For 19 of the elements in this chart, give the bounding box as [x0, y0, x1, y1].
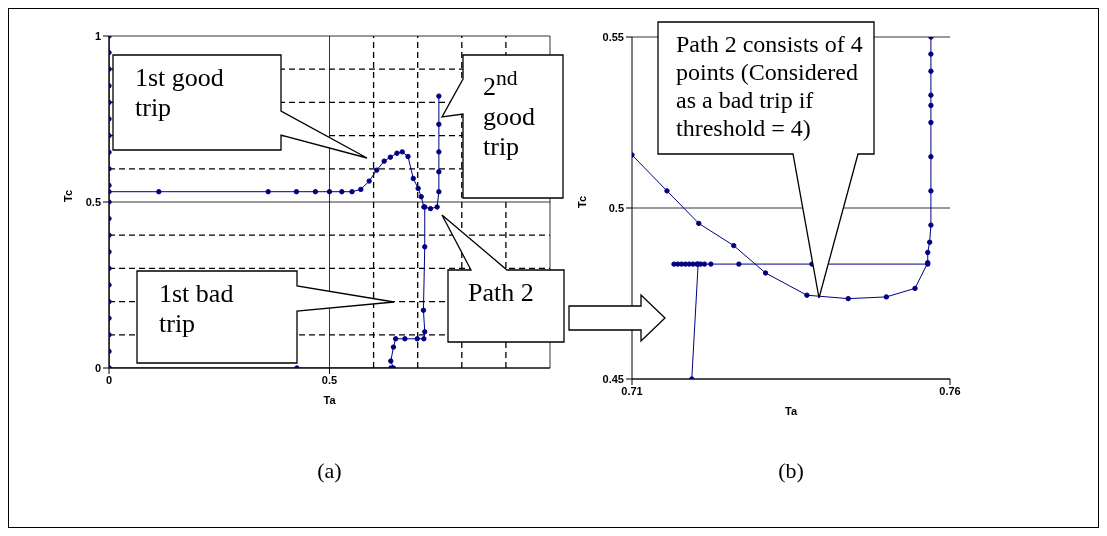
- annotation: Path 2: [468, 278, 535, 308]
- y-tick-label: 0.55: [602, 30, 624, 43]
- x-axis-title: Ta: [784, 405, 798, 417]
- annotation: 1st bad trip: [159, 279, 235, 339]
- y-axis-title: Tc: [61, 189, 74, 202]
- annotation: Path 2 consists of 4 points (Considered as a bad trip if threshold = 4): [676, 30, 864, 142]
- x-tick-label: 0.71: [621, 384, 643, 397]
- y-tick-label: 1: [94, 29, 101, 42]
- annotation: 2$^{nd}$ good trip: [483, 65, 536, 162]
- x-tick-label: 0.76: [939, 384, 961, 397]
- y-axis-title: Tc: [575, 195, 588, 208]
- y-tick-label: 0: [94, 361, 101, 374]
- annotation: 1st good trip: [135, 63, 225, 123]
- x-axis-title: Ta: [323, 394, 337, 406]
- text: (a): [316, 458, 343, 484]
- y-tick-label: 0.5: [608, 201, 624, 214]
- y-tick-label: 0.5: [85, 195, 101, 208]
- text: (b): [777, 458, 805, 484]
- y-tick-label: 0.45: [602, 372, 624, 385]
